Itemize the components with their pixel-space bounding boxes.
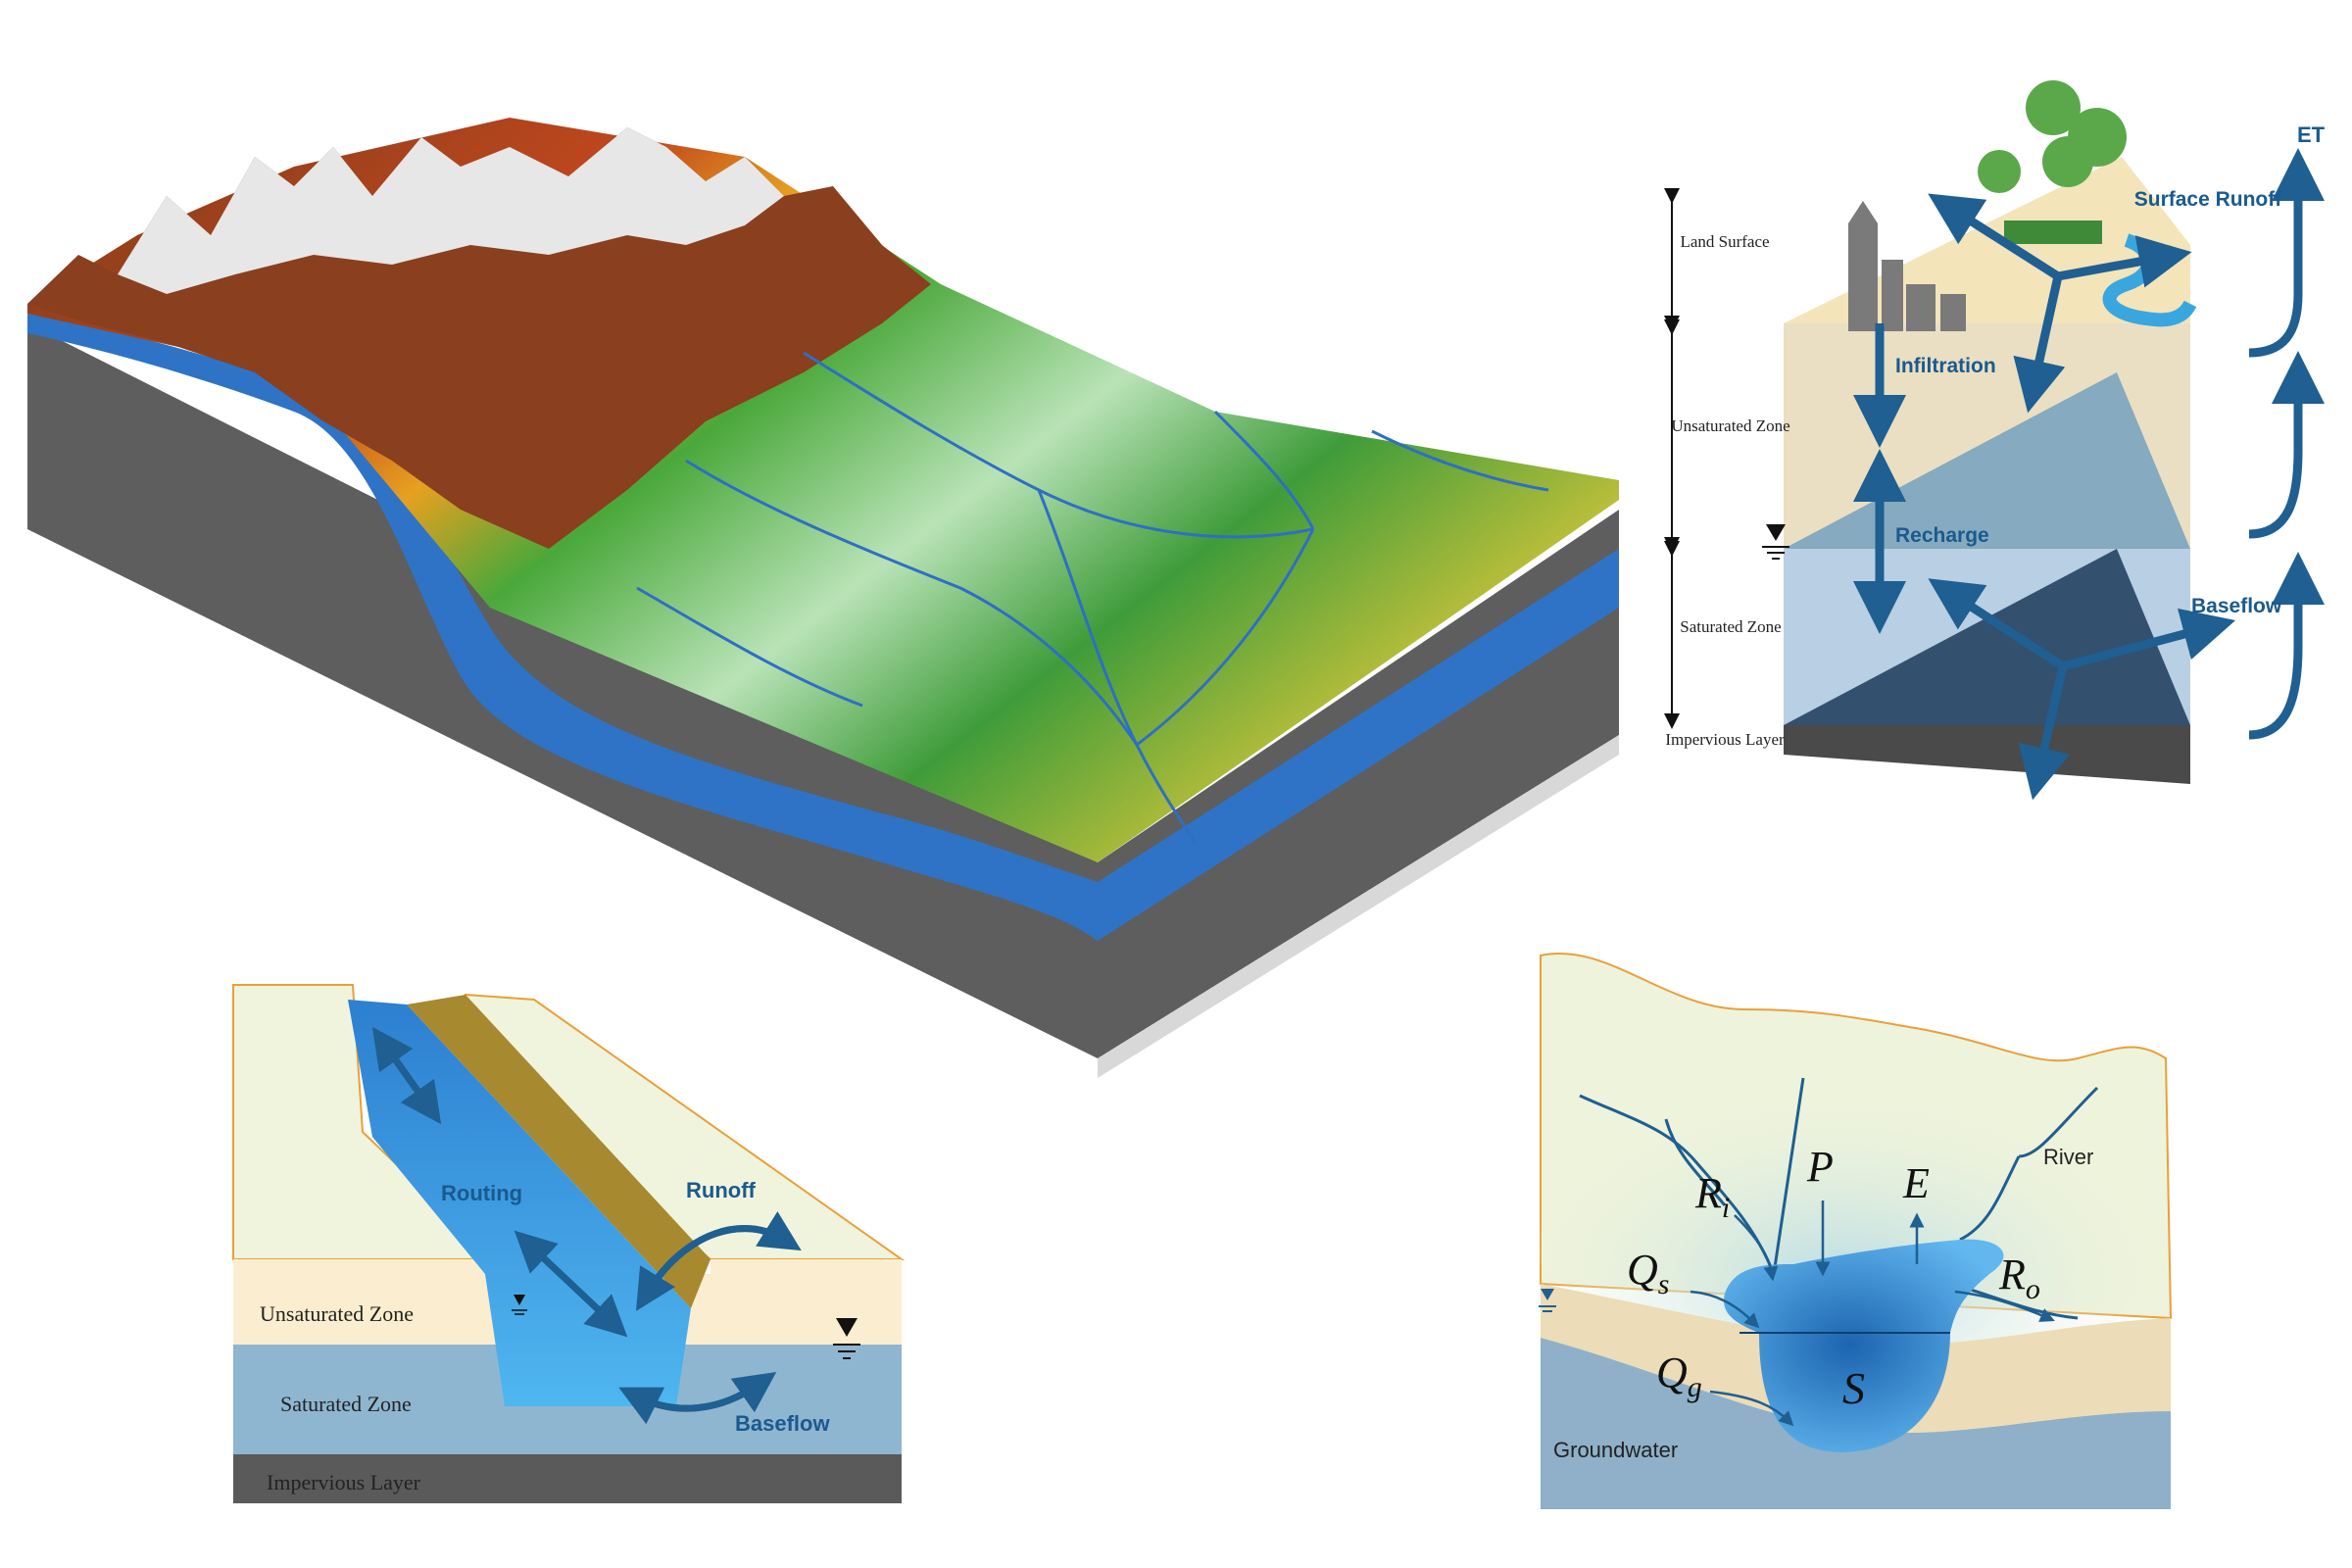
column-deep-aquifer bbox=[1784, 549, 2190, 725]
channel-bank bbox=[407, 995, 710, 1308]
column-impervious-layer bbox=[1784, 725, 2190, 784]
label-surface-runoff: Surface Runoff bbox=[2134, 188, 2283, 211]
label-land-surface: Land Surface bbox=[1680, 232, 1769, 251]
symbol-e: E bbox=[1902, 1159, 1930, 1207]
symbol-p: P bbox=[1806, 1143, 1834, 1191]
symbol-qs: Qs bbox=[1627, 1246, 1669, 1300]
label-baseflow-col: Baseflow bbox=[2191, 595, 2282, 617]
label-unsaturated-zone-channel: Unsaturated Zone bbox=[260, 1301, 414, 1326]
channel-impervious-layer bbox=[233, 1454, 902, 1503]
column-water-wedge bbox=[1784, 372, 2190, 549]
label-infiltration: Infiltration bbox=[1895, 355, 1996, 377]
lake-flow-arrows bbox=[1690, 1200, 2055, 1427]
terrain-snow-peaks bbox=[118, 127, 784, 294]
soil-column-diagram: Land Surface Unsaturated Zone Saturated … bbox=[1664, 80, 2326, 801]
label-et: ET bbox=[2297, 122, 2326, 147]
label-unsaturated-zone-col: Unsaturated Zone bbox=[1671, 416, 1789, 435]
symbol-ri: Ri bbox=[1694, 1169, 1730, 1224]
terrain-stream-network bbox=[636, 351, 1549, 844]
channel-flow-arrows bbox=[371, 1026, 802, 1425]
label-river: River bbox=[2043, 1145, 2093, 1169]
label-saturated-zone-col: Saturated Zone bbox=[1680, 617, 1781, 636]
label-routing: Routing bbox=[441, 1181, 522, 1205]
channel-hill-top-strip bbox=[233, 1259, 500, 1274]
terrain-block bbox=[27, 118, 1619, 1078]
label-recharge: Recharge bbox=[1895, 524, 1989, 547]
label-impervious-layer-channel: Impervious Layer bbox=[267, 1470, 421, 1494]
label-impervious-layer-col: Impervious Layer bbox=[1665, 730, 1785, 749]
symbol-s: S bbox=[1842, 1363, 1865, 1413]
column-flow-arrows bbox=[1853, 148, 2325, 801]
label-groundwater: Groundwater bbox=[1553, 1438, 1678, 1462]
terrain-aquifer-band bbox=[27, 314, 1619, 941]
lake-groundwater bbox=[1541, 1338, 2171, 1509]
label-runoff: Runoff bbox=[686, 1178, 757, 1202]
city-buildings-icon bbox=[1848, 201, 1966, 331]
symbol-qg: Qg bbox=[1656, 1348, 1702, 1403]
lake-diagram: Ri P E Qs Ro Qg S River Groundwater bbox=[1539, 953, 2173, 1509]
water-table-icon bbox=[1762, 524, 1789, 560]
water-table-icon bbox=[512, 1295, 527, 1315]
terrain-base-shadow bbox=[1098, 735, 1619, 1078]
lake-body bbox=[1724, 1239, 2004, 1452]
water-table-icon bbox=[833, 1318, 860, 1359]
terrain-bedrock bbox=[27, 323, 1619, 1058]
label-saturated-zone-channel: Saturated Zone bbox=[280, 1392, 412, 1416]
channel-hill-top-strip-right bbox=[710, 1259, 902, 1274]
symbol-ro: Ro bbox=[1998, 1250, 2040, 1305]
trees-icon bbox=[1978, 80, 2127, 244]
label-baseflow-channel: Baseflow bbox=[735, 1411, 830, 1436]
channel-diagram: Routing Runoff Baseflow Unsaturated Zone… bbox=[232, 984, 906, 1503]
water-table-icon bbox=[1539, 1289, 1556, 1312]
